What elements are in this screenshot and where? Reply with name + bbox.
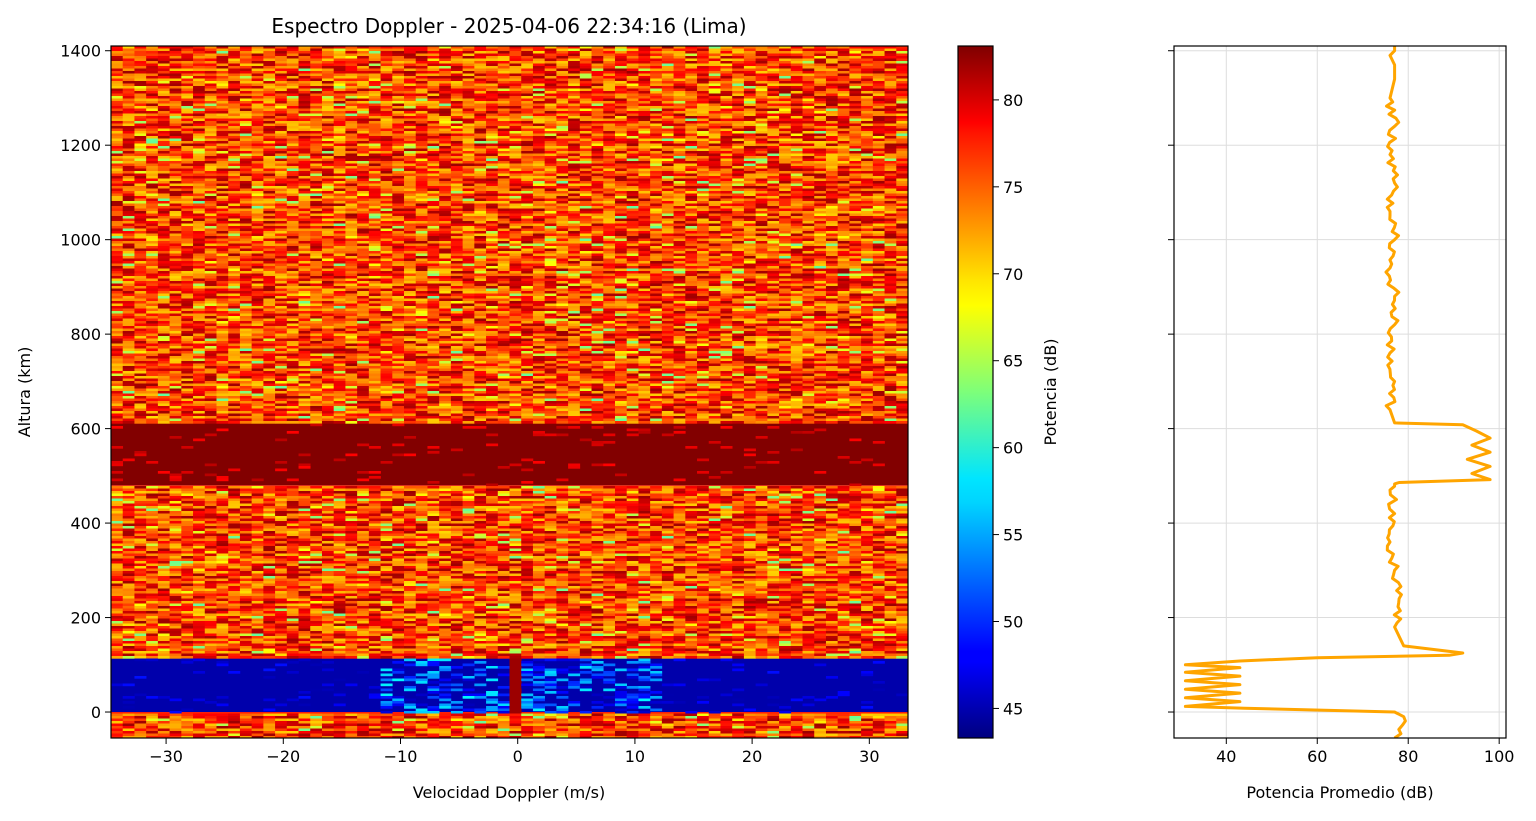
line-frame [1174,46,1506,738]
colorbar-tick-label: 60 [1003,439,1023,458]
line-x-axis-label: Potencia Promedio (dB) [1246,783,1433,802]
heatmap-x-tick-label: −20 [266,747,300,766]
heatmap-y-tick-label: 0 [91,703,101,722]
colorbar-tick-label: 55 [1003,526,1023,545]
heatmap-x-tick-label: −10 [384,747,418,766]
heatmap-y-tick-label: 1200 [60,136,101,155]
heatmap-x-tick-label: −30 [149,747,183,766]
line-x-tick-label: 60 [1307,747,1327,766]
heatmap-y-tick-label: 600 [70,420,101,439]
power-profile-line [1185,46,1490,738]
heatmap-x-tick-label: 0 [513,747,523,766]
heatmap-y-ticks: 0 200 400 600 800 1000 1200 1400 [60,42,111,722]
line-grid [1174,46,1506,738]
heatmap-y-tick-label: 1000 [60,231,101,250]
heatmap-x-tick-label: 10 [625,747,645,766]
heatmap-y-tick-label: 800 [70,325,101,344]
colorbar-tick-label: 50 [1003,613,1023,632]
heatmap-title: Espectro Doppler - 2025-04-06 22:34:16 (… [271,14,746,38]
colorbar-tick-label: 75 [1003,178,1023,197]
heatmap-plot-area [111,46,908,739]
heatmap-x-tick-label: 20 [742,747,762,766]
heatmap-region-3 [111,423,908,485]
colorbar-tick-label: 45 [1003,699,1023,718]
heatmap-y-tick-label: 400 [70,514,101,533]
heatmap-x-tick-label: 30 [859,747,879,766]
heatmap-noise [111,46,908,739]
line-y-ticks [1168,51,1174,712]
heatmap-y-tick-label: 1400 [60,42,101,61]
line-plot-area [1185,46,1490,738]
line-x-ticks: 40 60 80 100 [1216,738,1514,766]
colorbar-tick-label: 80 [1003,91,1023,110]
colorbar-tick-label: 65 [1003,352,1023,371]
line-x-tick-label: 40 [1216,747,1236,766]
colorbar-ticks: 45 50 55 60 65 70 75 80 [993,91,1023,719]
heatmap-y-axis-label: Altura (km) [15,347,34,438]
colorbar-label: Potencia (dB) [1041,339,1060,446]
line-x-tick-label: 80 [1398,747,1418,766]
line-x-tick-label: 100 [1484,747,1515,766]
heatmap-x-axis-label: Velocidad Doppler (m/s) [413,783,605,802]
heatmap-x-ticks: −30 −20 −10 0 10 20 30 [149,738,879,766]
heatmap-y-tick-label: 200 [70,609,101,628]
colorbar-gradient [958,46,993,738]
colorbar-tick-label: 70 [1003,265,1023,284]
